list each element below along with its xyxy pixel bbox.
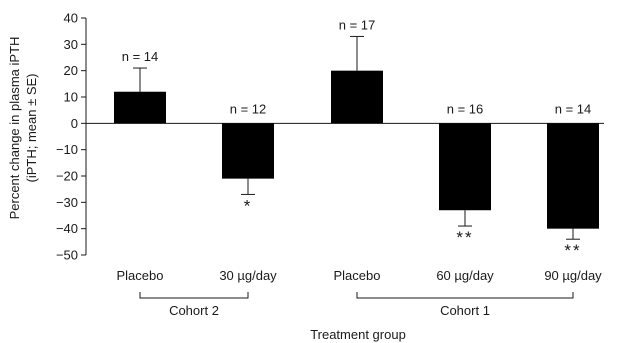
n-label: n = 12 <box>230 101 267 116</box>
y-axis-title: Percent change in plasma iPTH (iPTH; mea… <box>7 37 39 220</box>
n-label: n = 14 <box>122 49 159 64</box>
group-label: Cohort 2 <box>169 303 219 318</box>
significance-marker: ** <box>564 241 581 260</box>
y-tick-label: 10 <box>64 90 78 105</box>
category-label: Placebo <box>334 268 381 283</box>
x-axis-title: Treatment group <box>310 327 406 342</box>
bar <box>331 70 383 124</box>
bar <box>114 91 166 124</box>
n-label: n = 17 <box>339 17 376 32</box>
category-label: 60 µg/day <box>436 268 494 283</box>
significance-marker: ** <box>456 228 473 247</box>
n-labels: n = 14 n = 12 n = 17 n = 16 n = 14 <box>122 17 592 116</box>
bars <box>114 70 599 229</box>
group-bracket <box>139 292 249 299</box>
group-bracket <box>356 292 574 299</box>
group-label: Cohort 1 <box>440 303 490 318</box>
y-axis-ticks: 40 30 20 10 0 −10 −20 −30 −40 −50 <box>56 11 86 263</box>
y-tick-label: −20 <box>56 169 78 184</box>
y-tick-label: 20 <box>64 63 78 78</box>
category-labels: Placebo 30 µg/day Placebo 60 µg/day 90 µg/da… <box>117 268 603 283</box>
n-label: n = 14 <box>555 101 592 116</box>
y-tick-label: −40 <box>56 221 78 236</box>
bar <box>439 123 491 211</box>
y-tick-label: 0 <box>71 116 78 131</box>
significance-markers: ***** <box>244 196 581 260</box>
n-label: n = 16 <box>447 101 484 116</box>
category-label: 90 µg/day <box>544 268 602 283</box>
y-axis-title-line2: (iPTH; mean ± SE) <box>24 74 39 183</box>
y-tick-label: −10 <box>56 142 78 157</box>
y-axis-title-line1: Percent change in plasma iPTH <box>7 37 22 220</box>
bar <box>222 123 274 179</box>
y-tick-label: −30 <box>56 195 78 210</box>
significance-marker: * <box>244 196 253 215</box>
group-brackets: Cohort 2 Cohort 1 <box>139 292 574 318</box>
category-label: Placebo <box>117 268 164 283</box>
bar <box>547 123 599 229</box>
error-bars <box>133 35 580 240</box>
y-tick-label: 30 <box>64 37 78 52</box>
y-tick-label: −50 <box>56 248 78 263</box>
y-tick-label: 40 <box>64 11 78 26</box>
category-label: 30 µg/day <box>219 268 277 283</box>
